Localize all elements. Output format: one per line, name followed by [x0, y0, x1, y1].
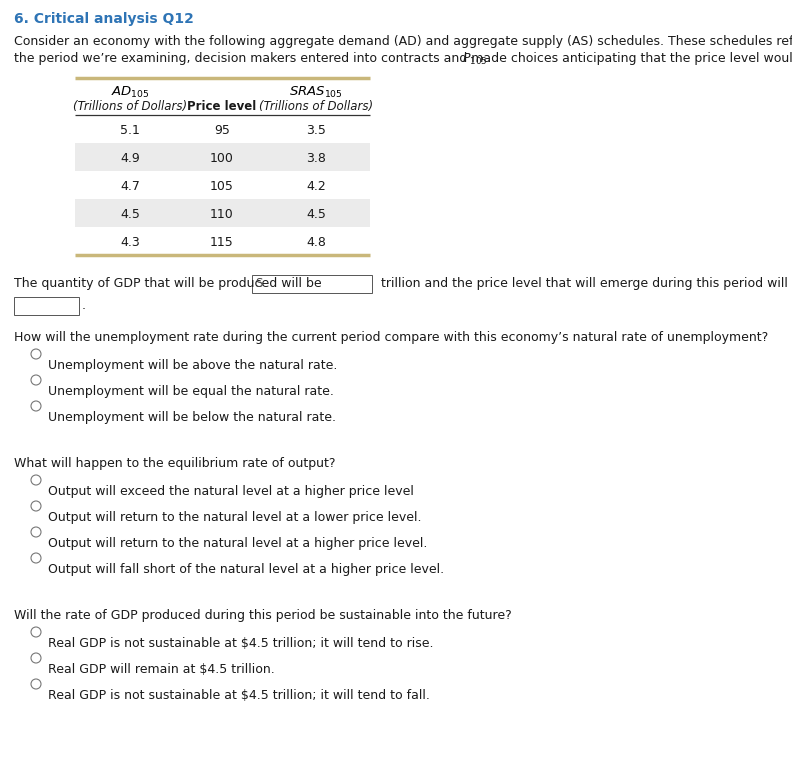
Text: Price level: Price level	[188, 100, 257, 113]
Text: 6. Critical analysis Q12: 6. Critical analysis Q12	[14, 12, 194, 26]
Text: (Trillions of Dollars): (Trillions of Dollars)	[73, 100, 187, 113]
Text: The quantity of GDP that will be produced will be: The quantity of GDP that will be produce…	[14, 277, 326, 290]
Text: Real GDP will remain at $4.5 trillion.: Real GDP will remain at $4.5 trillion.	[48, 663, 275, 676]
Text: Output will exceed the natural level at a higher price level: Output will exceed the natural level at …	[48, 485, 414, 498]
Text: 5.1: 5.1	[120, 124, 140, 137]
Text: Output will return to the natural level at a lower price level.: Output will return to the natural level …	[48, 511, 421, 524]
Text: 4.5: 4.5	[306, 208, 326, 221]
Text: (Trillions of Dollars): (Trillions of Dollars)	[259, 100, 373, 113]
Text: Real GDP is not sustainable at $4.5 trillion; it will tend to fall.: Real GDP is not sustainable at $4.5 tril…	[48, 689, 430, 702]
Text: $AD_{105}$: $AD_{105}$	[111, 85, 150, 100]
Text: What will happen to the equilibrium rate of output?: What will happen to the equilibrium rate…	[14, 457, 336, 470]
Text: trillion and the price level that will emerge during this period will be: trillion and the price level that will e…	[377, 277, 792, 290]
Bar	[14, 297, 79, 315]
Bar	[252, 275, 372, 293]
Text: 105: 105	[210, 180, 234, 193]
Text: Output will return to the natural level at a higher price level.: Output will return to the natural level …	[48, 537, 428, 550]
Text: 3.5: 3.5	[306, 124, 326, 137]
Text: 115: 115	[210, 235, 234, 248]
Bar	[75, 143, 370, 171]
Text: Will the rate of GDP produced during this period be sustainable into the future?: Will the rate of GDP produced during thi…	[14, 609, 512, 622]
Text: 110: 110	[210, 208, 234, 221]
Text: Unemployment will be equal the natural rate.: Unemployment will be equal the natural r…	[48, 385, 334, 398]
Bar	[75, 199, 370, 227]
Text: 4.9: 4.9	[120, 151, 140, 164]
Text: S: S	[255, 277, 262, 290]
Text: 4.2: 4.2	[307, 180, 326, 193]
Text: $SRAS_{105}$: $SRAS_{105}$	[289, 85, 343, 100]
Text: Real GDP is not sustainable at $4.5 trillion; it will tend to rise.: Real GDP is not sustainable at $4.5 tril…	[48, 637, 433, 650]
Text: 4.8: 4.8	[306, 235, 326, 248]
Text: 100: 100	[210, 151, 234, 164]
Text: Unemployment will be below the natural rate.: Unemployment will be below the natural r…	[48, 411, 336, 424]
Text: Consider an economy with the following aggregate demand (AD) and aggregate suppl: Consider an economy with the following a…	[14, 35, 792, 48]
Text: 3.8: 3.8	[306, 151, 326, 164]
Text: How will the unemployment rate during the current period compare with this econo: How will the unemployment rate during th…	[14, 331, 768, 344]
Text: Output will fall short of the natural level at a higher price level.: Output will fall short of the natural le…	[48, 563, 444, 576]
Text: .: .	[82, 299, 86, 312]
Text: $P_{105}$: $P_{105}$	[462, 52, 488, 67]
Text: .: .	[487, 52, 491, 65]
Text: 4.5: 4.5	[120, 208, 140, 221]
Text: 4.3: 4.3	[120, 235, 140, 248]
Text: 95: 95	[214, 124, 230, 137]
Text: 4.7: 4.7	[120, 180, 140, 193]
Text: the period we’re examining, decision makers entered into contracts and made choi: the period we’re examining, decision mak…	[14, 52, 792, 65]
Text: Unemployment will be above the natural rate.: Unemployment will be above the natural r…	[48, 359, 337, 372]
